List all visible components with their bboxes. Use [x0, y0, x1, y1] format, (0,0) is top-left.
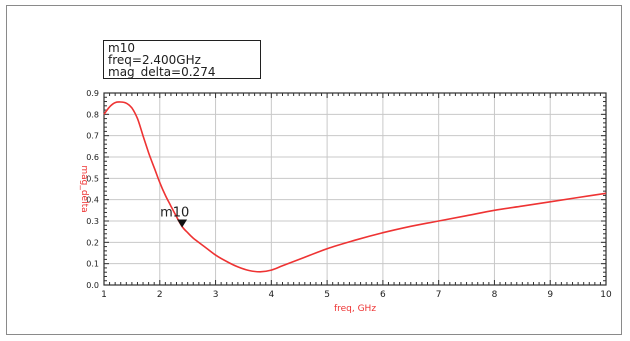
x-tick-label: 5	[324, 290, 330, 300]
x-tick-label: 2	[157, 290, 163, 300]
y-tick-label: 0.5	[86, 174, 99, 183]
y-tick-label: 0.8	[86, 110, 99, 119]
x-tick-label: 10	[600, 290, 612, 300]
x-tick-label: 6	[380, 290, 386, 300]
marker-readout-freq: freq=2.400GHz	[108, 53, 201, 67]
x-tick-label: 7	[436, 290, 442, 300]
x-axis-label: freq, GHz	[334, 304, 376, 314]
x-tick-label: 8	[492, 290, 498, 300]
x-tick-label: 4	[268, 290, 274, 300]
marker-readout-name: m10	[108, 41, 135, 55]
x-tick-label: 1	[101, 290, 107, 300]
plot-area-border	[103, 92, 607, 286]
tick-label-layer: 1 2 3 4 5 6 7 8 9 10 0.0 0.1 0.2 0.3 0.4 0.5 0.6 0.7 0.8 0.…	[86, 89, 612, 300]
series-line-mag-delta	[103, 101, 607, 273]
y-tick-label: 0.2	[86, 238, 99, 247]
grid-layer	[103, 92, 607, 286]
y-tick-label: 0.4	[86, 196, 99, 205]
x-tick-label: 3	[213, 290, 219, 300]
y-tick-label: 0.3	[86, 217, 99, 226]
y-tick-label: 0.9	[86, 89, 99, 98]
y-tick-label: 0.1	[86, 260, 99, 269]
marker-readout-value: mag_delta=0.274	[108, 65, 216, 79]
x-tick-label: 9	[547, 290, 553, 300]
marker-m10-triangle[interactable]	[177, 219, 188, 228]
marker-readout-box: m10 freq=2.400GHz mag_delta=0.274	[103, 40, 261, 79]
tick-layer	[103, 92, 607, 286]
y-tick-label: 0.6	[86, 153, 99, 162]
y-axis-label: mag_delta	[79, 165, 89, 212]
y-tick-label: 0.0	[86, 281, 99, 290]
y-tick-label: 0.7	[86, 132, 99, 141]
marker-m10-label: m10	[160, 206, 189, 221]
